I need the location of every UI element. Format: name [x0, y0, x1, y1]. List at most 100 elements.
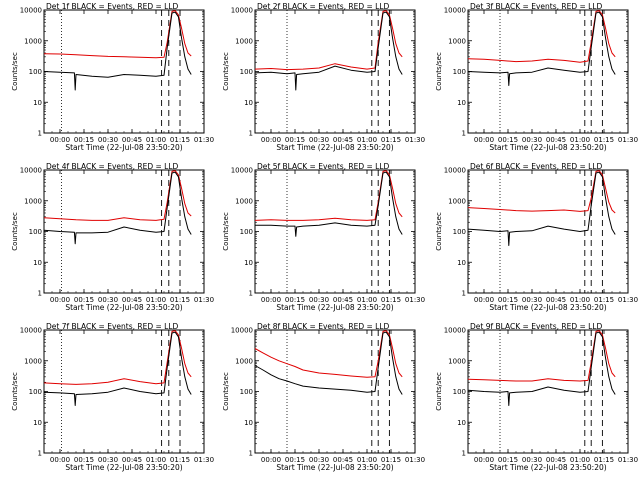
x-tick-label: 00:45	[546, 456, 566, 464]
panel-title: Det 3f BLACK = Events, RED = LLD	[470, 2, 603, 11]
y-tick-label: 10000	[231, 7, 253, 15]
y-tick-label: 100	[240, 388, 253, 396]
x-tick-label: 00:00	[50, 136, 70, 144]
y-axis-label: Counts/sec	[435, 212, 443, 251]
x-tick-label: 01:15	[170, 456, 190, 464]
events-rate-line	[43, 331, 192, 406]
y-tick-label: 1	[38, 450, 42, 458]
events-rate-line	[255, 171, 403, 237]
y-tick-label: 1000	[448, 357, 466, 365]
detector-panel: Det 8f BLACK = Events, RED = LLD 1 10 100 10…	[222, 322, 425, 472]
lld-rate-line	[467, 10, 616, 63]
x-tick-label: 01:30	[618, 456, 638, 464]
x-tick-label: 01:00	[146, 296, 166, 304]
x-tick-label: 00:00	[474, 136, 494, 144]
x-tick-label: 00:30	[522, 456, 542, 464]
x-tick-label: 00:15	[285, 456, 305, 464]
y-axis-label: Counts/sec	[222, 212, 230, 251]
y-tick-label: 10	[457, 259, 466, 267]
x-tick-label: 01:15	[594, 136, 614, 144]
x-tick-label: 00:15	[74, 456, 94, 464]
x-tick-label: 01:00	[570, 456, 590, 464]
x-tick-label: 00:30	[98, 136, 118, 144]
x-tick-label: 01:30	[405, 136, 425, 144]
lld-rate-line	[467, 170, 616, 214]
x-tick-label: 01:00	[570, 296, 590, 304]
lld-rate-line	[254, 10, 403, 71]
x-tick-label: 00:30	[522, 136, 542, 144]
x-tick-label: 00:45	[122, 296, 142, 304]
x-tick-label: 01:15	[381, 296, 401, 304]
x-tick-label: 01:00	[357, 296, 377, 304]
detector-panel: Det 3f BLACK = Events, RED = LLD 1 10 100 10…	[435, 2, 638, 152]
x-tick-label: 01:30	[194, 296, 214, 304]
detector-panel: Det 1f BLACK = Events, RED = LLD 1 10 100 10…	[11, 2, 214, 152]
x-axis-label: Start Time (22-Jul-08 23:50:20)	[489, 143, 606, 152]
x-axis-label: Start Time (22-Jul-08 23:50:20)	[276, 463, 393, 472]
y-tick-label: 1	[462, 450, 466, 458]
y-tick-label: 1	[38, 290, 42, 298]
x-axis-label: Start Time (22-Jul-08 23:50:20)	[65, 303, 182, 312]
x-tick-label: 00:00	[50, 296, 70, 304]
y-tick-label: 10	[457, 419, 466, 427]
x-tick-label: 00:00	[50, 456, 70, 464]
panel-title: Det 4f BLACK = Events, RED = LLD	[46, 162, 179, 171]
y-tick-label: 10000	[444, 167, 466, 175]
y-tick-label: 1000	[448, 197, 466, 205]
x-tick-label: 00:15	[498, 296, 518, 304]
panel-title: Det 6f BLACK = Events, RED = LLD	[470, 162, 603, 171]
events-rate-line	[43, 11, 192, 91]
detector-panel: Det 9f BLACK = Events, RED = LLD 1 10 100 10…	[435, 322, 638, 472]
lld-rate-line	[254, 170, 403, 221]
panel-title: Det 8f BLACK = Events, RED = LLD	[257, 322, 390, 331]
x-tick-label: 01:00	[357, 136, 377, 144]
panel-title: Det 5f BLACK = Events, RED = LLD	[257, 162, 390, 171]
y-axis-label: Counts/sec	[222, 52, 230, 91]
panel-title: Det 9f BLACK = Events, RED = LLD	[470, 322, 603, 331]
y-tick-label: 100	[453, 228, 466, 236]
x-axis-label: Start Time (22-Jul-08 23:50:20)	[489, 303, 606, 312]
y-tick-label: 1	[249, 130, 253, 138]
y-tick-label: 10000	[231, 167, 253, 175]
x-tick-label: 00:30	[98, 456, 118, 464]
x-tick-label: 00:30	[98, 296, 118, 304]
y-tick-label: 1000	[448, 37, 466, 45]
y-tick-label: 10	[244, 259, 253, 267]
events-rate-line	[254, 331, 403, 395]
y-axis-label: Counts/sec	[222, 372, 230, 411]
y-tick-label: 100	[453, 68, 466, 76]
panel-title: Det 7f BLACK = Events, RED = LLD	[46, 322, 179, 331]
detector-panel: Det 6f BLACK = Events, RED = LLD 1 10 100 10…	[435, 162, 638, 312]
x-tick-label: 01:00	[146, 136, 166, 144]
events-rate-line	[467, 331, 616, 406]
x-tick-label: 00:45	[122, 136, 142, 144]
panel-title: Det 2f BLACK = Events, RED = LLD	[257, 2, 390, 11]
y-tick-label: 100	[240, 228, 253, 236]
x-tick-label: 01:15	[381, 136, 401, 144]
x-tick-label: 00:45	[546, 136, 566, 144]
x-tick-label: 00:45	[122, 456, 142, 464]
x-tick-label: 00:45	[333, 296, 353, 304]
x-tick-label: 01:15	[170, 296, 190, 304]
x-tick-label: 01:15	[170, 136, 190, 144]
x-tick-label: 00:30	[309, 456, 329, 464]
y-tick-label: 10	[457, 99, 466, 107]
y-tick-label: 1000	[235, 197, 253, 205]
y-tick-label: 10	[33, 419, 42, 427]
x-tick-label: 01:30	[194, 136, 214, 144]
detector-panel: Det 7f BLACK = Events, RED = LLD 1 10 100 10…	[11, 322, 214, 472]
x-tick-label: 01:30	[405, 296, 425, 304]
x-axis-label: Start Time (22-Jul-08 23:50:20)	[489, 463, 606, 472]
y-tick-label: 1	[462, 290, 466, 298]
y-tick-label: 1000	[24, 357, 42, 365]
x-tick-label: 00:15	[74, 136, 94, 144]
y-tick-label: 1000	[24, 37, 42, 45]
y-axis-label: Counts/sec	[11, 212, 19, 251]
x-tick-label: 01:00	[146, 456, 166, 464]
x-tick-label: 01:30	[194, 456, 214, 464]
events-rate-line	[254, 11, 403, 91]
y-tick-label: 100	[453, 388, 466, 396]
x-tick-label: 01:30	[618, 136, 638, 144]
y-tick-label: 10000	[20, 327, 42, 335]
